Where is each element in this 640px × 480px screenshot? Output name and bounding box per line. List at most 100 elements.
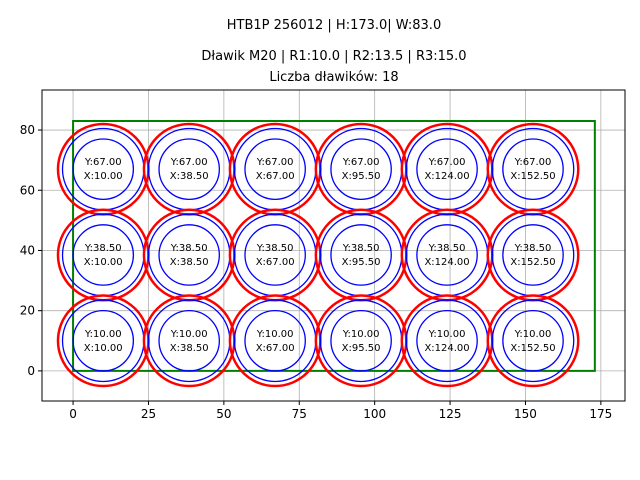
circle-r2 [491, 213, 575, 297]
label-y: Y:67.00 [170, 157, 208, 168]
chart-title-line-1: HTB1P 256012 | H:173.0| W:83.0 [227, 18, 441, 33]
ticks: 0 25 50 75 100 125 150 175 0 20 40 60 80 [20, 123, 613, 421]
circle-r3 [56, 294, 150, 388]
circle-r3 [486, 294, 580, 388]
circle-r3 [228, 294, 322, 388]
label-y: Y:38.50 [170, 243, 208, 254]
circle-r1 [72, 138, 135, 200]
label-x: X:124.00 [424, 343, 469, 354]
label-x: X:152.50 [510, 343, 555, 354]
label-x: X:67.00 [256, 343, 295, 354]
circle-r1 [72, 309, 135, 372]
circle-r3 [314, 208, 408, 302]
circle-r3 [56, 122, 150, 216]
circle-r2 [147, 127, 231, 211]
circle-r2 [147, 299, 231, 383]
label-y: Y:10.00 [428, 329, 466, 340]
circle-r1 [416, 224, 478, 286]
y-tick-label: 80 [20, 123, 35, 137]
label-x: X:10.00 [84, 257, 123, 268]
y-tick-label: 0 [27, 364, 35, 378]
circle-r2 [405, 213, 489, 297]
chart-title-line-2: Dławik M20 | R1:10.0 | R2:13.5 | R3:15.0 [201, 49, 466, 64]
circle-r3 [400, 294, 494, 388]
axes-frame [41, 89, 626, 402]
circle-r3 [142, 294, 236, 388]
label-y: Y:38.50 [256, 243, 294, 254]
label-x: X:152.50 [510, 257, 555, 268]
circle-r2 [233, 299, 317, 383]
circle-r3 [142, 208, 236, 302]
circle-r1 [158, 309, 220, 372]
x-tick-label: 175 [589, 407, 612, 421]
label-x: X:38.50 [170, 257, 209, 268]
circle-r3 [400, 208, 494, 302]
x-tick-label: 125 [439, 407, 462, 421]
circle-r3 [314, 122, 408, 216]
circle-r2 [61, 299, 145, 383]
circle-r1 [416, 138, 478, 200]
label-y: Y:10.00 [170, 329, 208, 340]
circle-r2 [147, 213, 231, 297]
y-tick-label: 60 [20, 183, 35, 197]
circle-r2 [319, 299, 403, 383]
y-tick-label: 20 [20, 304, 35, 318]
label-y: Y:10.00 [514, 329, 552, 340]
circle-r3 [314, 294, 408, 388]
circle-r3 [400, 122, 494, 216]
label-x: X:95.50 [342, 343, 381, 354]
label-y: Y:67.00 [428, 157, 466, 168]
x-tick-label: 150 [514, 407, 537, 421]
x-tick-label: 50 [216, 407, 231, 421]
label-y: Y:67.00 [514, 157, 552, 168]
circle-r3 [486, 208, 580, 302]
circle-r1 [244, 224, 306, 286]
circle-r2 [491, 127, 575, 211]
label-x: X:38.50 [170, 343, 209, 354]
circle-r2 [319, 127, 403, 211]
label-y: Y:38.50 [514, 243, 552, 254]
circle-r1 [330, 309, 392, 372]
circle-r3 [486, 122, 580, 216]
label-y: Y:67.00 [256, 157, 294, 168]
circle-r3 [228, 208, 322, 302]
label-y: Y:38.50 [428, 243, 466, 254]
label-x: X:10.00 [84, 171, 123, 182]
label-x: X:10.00 [84, 343, 123, 354]
circle-r1 [72, 224, 135, 286]
plot-marks: Y:10.00 X:10.00 Y:10.00 X:38.50 Y:10.00 X:67.… [56, 120, 596, 388]
label-x: X:124.00 [424, 171, 469, 182]
circle-r2 [61, 127, 145, 211]
label-y: Y:10.00 [342, 329, 380, 340]
circle-r2 [405, 127, 489, 211]
label-x: X:67.00 [256, 257, 295, 268]
label-y: Y:38.50 [342, 243, 380, 254]
label-x: X:95.50 [342, 257, 381, 268]
circle-r2 [319, 213, 403, 297]
x-tick-label: 25 [141, 407, 156, 421]
label-x: X:67.00 [256, 171, 295, 182]
circle-r2 [233, 127, 317, 211]
circle-r2 [491, 299, 575, 383]
label-y: Y:67.00 [342, 157, 380, 168]
circle-r2 [405, 299, 489, 383]
circle-r1 [502, 224, 564, 286]
circle-r3 [142, 122, 236, 216]
circle-r1 [416, 309, 478, 372]
circle-r1 [502, 309, 564, 372]
label-y: Y:67.00 [84, 157, 122, 168]
x-tick-label: 100 [363, 407, 386, 421]
label-y: Y:38.50 [84, 243, 122, 254]
label-x: X:95.50 [342, 171, 381, 182]
x-tick-label: 0 [69, 407, 77, 421]
label-x: X:152.50 [510, 171, 555, 182]
x-tick-label: 75 [292, 407, 307, 421]
label-x: X:38.50 [170, 171, 209, 182]
circle-r2 [233, 213, 317, 297]
circle-r1 [158, 224, 220, 286]
label-y: Y:10.00 [84, 329, 122, 340]
chart-title-line-3: Liczba dławików: 18 [269, 70, 398, 85]
circle-r3 [56, 208, 150, 302]
circle-r1 [158, 138, 220, 200]
